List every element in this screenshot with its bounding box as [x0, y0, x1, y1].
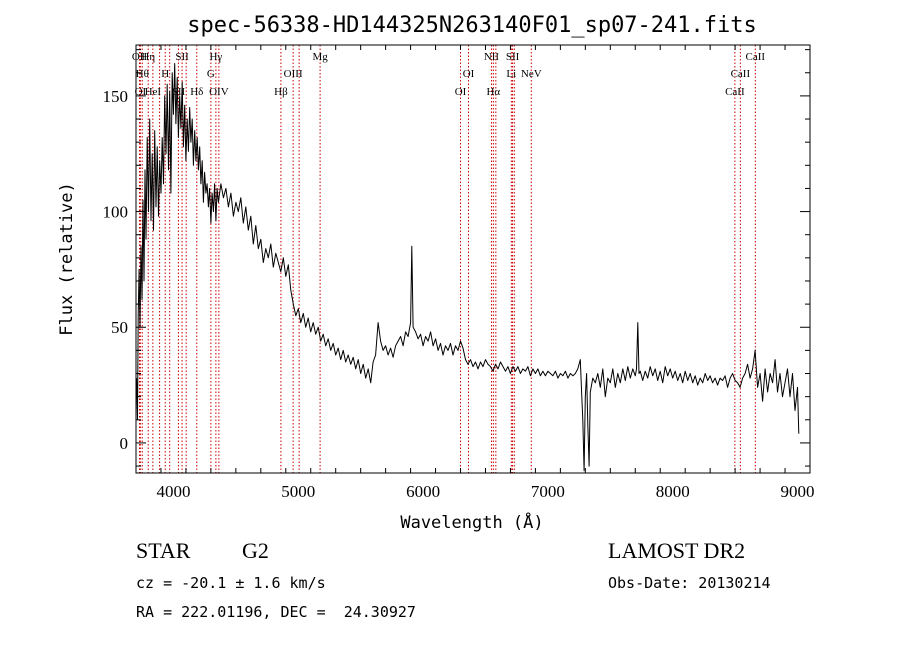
line-label-6: H	[161, 68, 169, 80]
y-tick-label-100: 100	[103, 203, 129, 222]
line-label-22: Hα	[486, 86, 500, 98]
line-label-11: Hδ	[190, 86, 203, 98]
y-tick-label-150: 150	[103, 87, 129, 106]
plot-frame	[135, 44, 811, 474]
survey-name: LAMOST DR2	[608, 538, 746, 563]
line-label-1: Hθ	[136, 68, 149, 80]
line-label-16: OIII	[284, 68, 303, 80]
line-label-12: G	[207, 68, 215, 80]
redshift-text: cz = -20.1 ± 1.6 km/s	[136, 574, 326, 592]
x-tick-label-5000: 5000	[281, 482, 315, 501]
line-label-10: SII	[172, 86, 186, 98]
coordinates: RA = 222.01196, DEC = 24.30927	[136, 603, 416, 621]
line-label-8: SII	[175, 51, 189, 63]
line-label-13: Hγ	[209, 51, 222, 63]
y-tick-label-0: 0	[120, 434, 129, 453]
line-label-25: SII	[506, 51, 520, 63]
series-line-0	[136, 63, 800, 472]
line-label-4: HeI	[145, 86, 162, 98]
emission-line-markers	[138, 45, 756, 473]
line-label-2: OI	[135, 86, 147, 98]
x-tick-label-9000: 9000	[781, 482, 815, 501]
x-axis: 4000 5000 6000 7000 8000 9000	[156, 45, 815, 501]
line-label-14: OIV	[209, 86, 229, 98]
line-label-24: Li	[506, 68, 516, 80]
x-axis-label: Wavelength (Å)	[400, 511, 543, 533]
line-label-19: OI	[455, 86, 467, 98]
line-label-3: Hη	[141, 51, 155, 63]
y-tick-label-50: 50	[111, 318, 128, 337]
line-label-29: CaII	[731, 68, 751, 80]
x-tick-label-6000: 6000	[406, 482, 440, 501]
line-label-15: Hβ	[274, 86, 288, 98]
x-tick-label-7000: 7000	[531, 482, 565, 501]
flux-series	[136, 63, 800, 472]
line-label-0: OII	[132, 51, 148, 63]
object-class: STAR	[136, 538, 191, 563]
y-axis: 0 50 100 150	[103, 49, 810, 467]
obs-date: Obs-Date: 20130214	[608, 574, 771, 592]
line-label-18: Mg	[312, 51, 328, 63]
line-label-21: NII	[484, 51, 500, 63]
line-label-28: CaII	[725, 86, 745, 98]
x-tick-label-8000: 8000	[656, 482, 690, 501]
x-tick-label-4000: 4000	[156, 482, 190, 501]
line-label-30: CaII	[746, 51, 766, 63]
chart-title: spec-56338-HD144325N263140F01_sp07-241.f…	[187, 13, 757, 38]
y-axis-label: Flux (relative)	[57, 182, 77, 336]
line-label-20: OI	[463, 68, 475, 80]
line-label-27: NeV	[521, 68, 542, 80]
object-subclass: G2	[242, 538, 269, 563]
